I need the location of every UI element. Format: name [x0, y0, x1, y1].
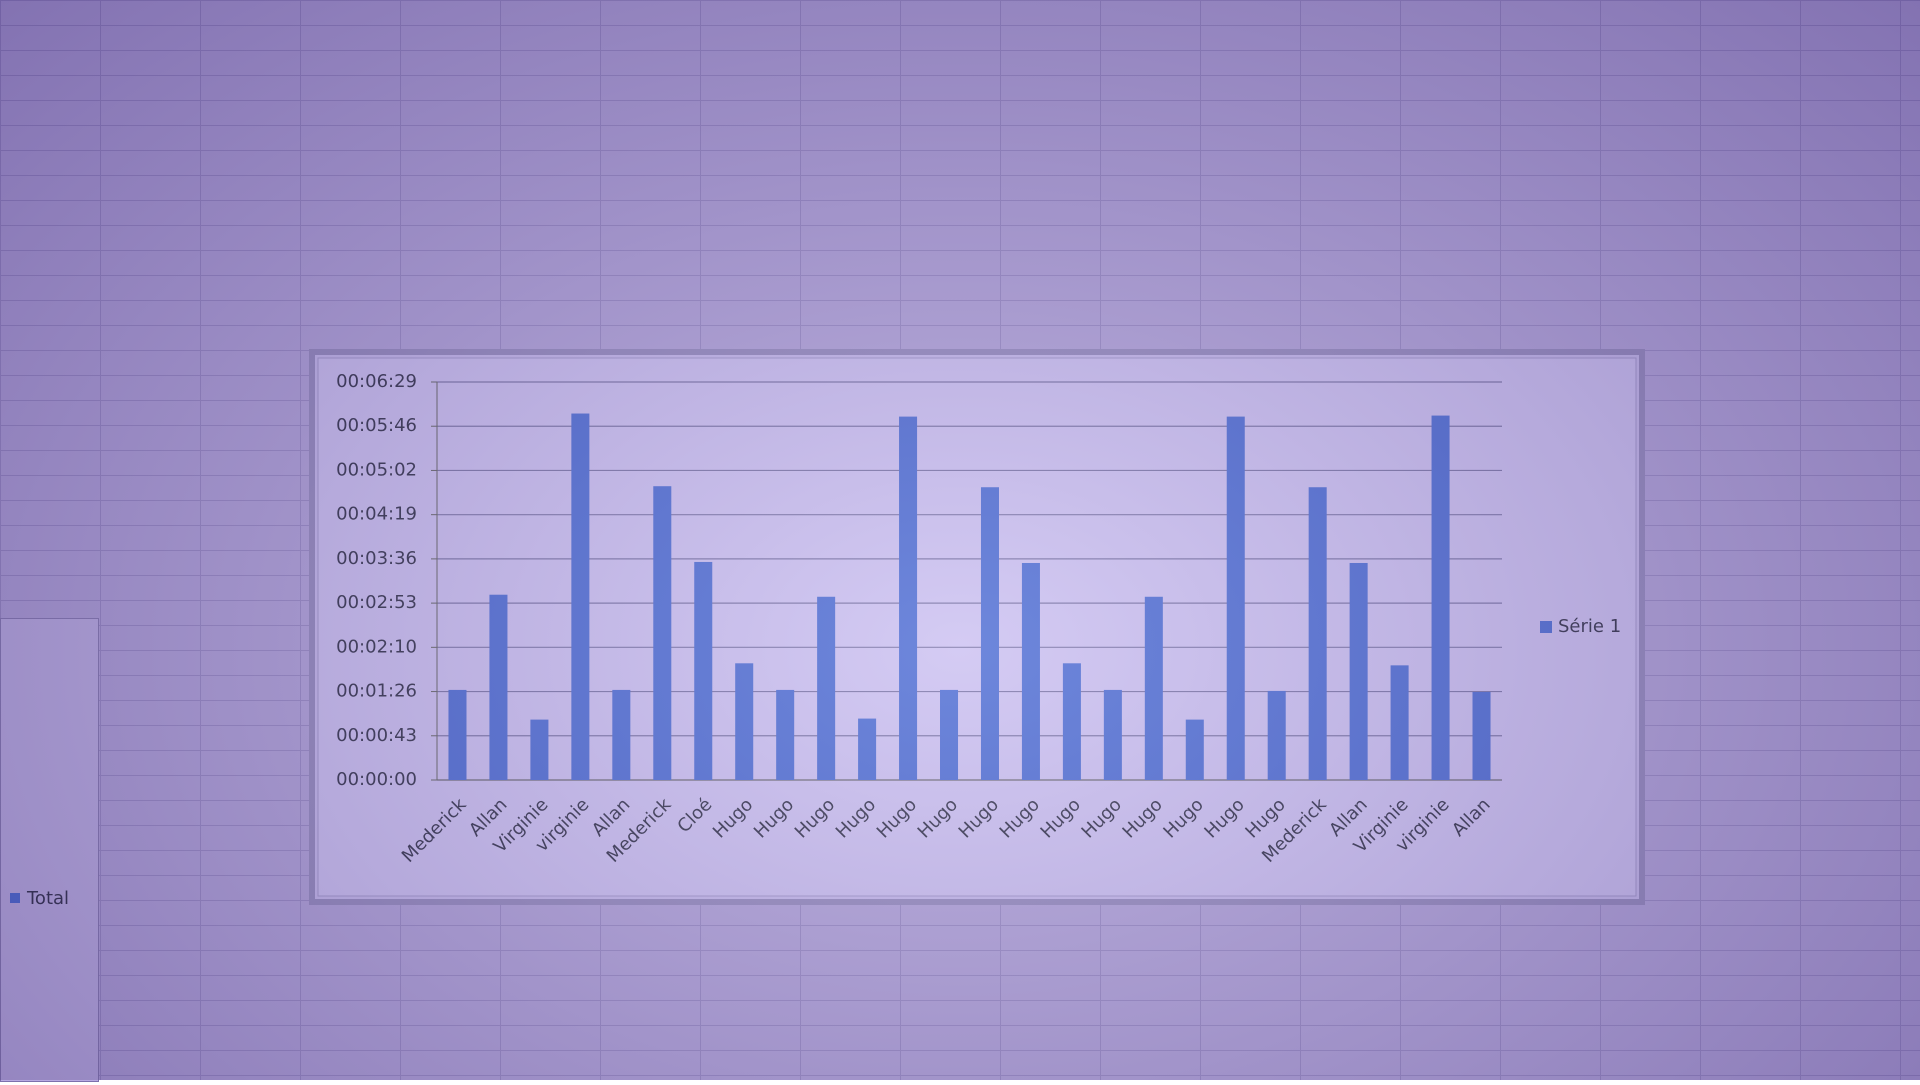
y-tick-label: 00:03:36	[336, 548, 417, 569]
bar	[858, 719, 876, 780]
bar	[817, 597, 835, 780]
bar	[1227, 417, 1245, 780]
bar	[1022, 563, 1040, 780]
bar	[612, 690, 630, 780]
legend-text: Série 1	[1558, 616, 1621, 637]
bar	[694, 562, 712, 780]
bar	[489, 595, 507, 780]
bar	[1063, 663, 1081, 780]
bar	[1309, 487, 1327, 780]
bar	[1145, 597, 1163, 780]
y-tick-label: 00:00:00	[336, 769, 417, 790]
bar	[1473, 692, 1491, 780]
legend-swatch	[1540, 621, 1552, 633]
y-tick-label: 00:05:46	[336, 415, 417, 436]
bar	[940, 690, 958, 780]
y-tick-label: 00:02:53	[336, 592, 417, 613]
bar	[530, 720, 548, 780]
bar	[981, 487, 999, 780]
bar	[571, 414, 589, 780]
bar	[1186, 720, 1204, 780]
bar	[1268, 691, 1286, 780]
y-tick-label: 00:05:02	[336, 459, 417, 480]
bar	[1350, 563, 1368, 780]
y-tick-label: 00:00:43	[336, 725, 417, 746]
y-tick-label: 00:01:26	[336, 681, 417, 702]
bar	[776, 690, 794, 780]
bar	[735, 663, 753, 780]
bar	[1432, 416, 1450, 780]
y-tick-label: 00:02:10	[336, 636, 417, 657]
bar	[1104, 690, 1122, 780]
bar	[1391, 665, 1409, 780]
bar	[448, 690, 466, 780]
bar	[899, 417, 917, 780]
y-tick-label: 00:06:29	[336, 371, 417, 392]
y-tick-label: 00:04:19	[336, 504, 417, 525]
bar	[653, 486, 671, 780]
